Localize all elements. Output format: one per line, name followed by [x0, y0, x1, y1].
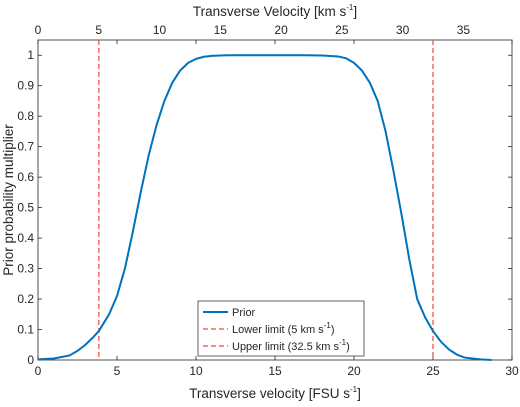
y-tick-label: 0.3: [17, 262, 34, 276]
y-tick-label: 0.7: [17, 140, 34, 154]
y-tick-label: 0.9: [17, 79, 34, 93]
x2-axis-label: Transverse Velocity [km s-1]: [193, 3, 357, 19]
x-axis-top: 0 5 10 15 20 25 30 35: [35, 23, 471, 37]
x-tick-label: 5: [114, 364, 121, 378]
legend-box: [197, 300, 365, 357]
y-tick-label: 0.4: [17, 231, 34, 245]
x-axis-bottom: 0 5 10 15 20 25 30: [35, 40, 519, 378]
x2-tick-label: 10: [153, 23, 167, 37]
legend-label-lower: Lower limit (5 km s-1): [232, 321, 334, 336]
y-tick-label: 0: [27, 353, 34, 367]
y-tick-label: 0.2: [17, 292, 34, 306]
legend-label-prior: Prior: [232, 307, 256, 319]
x-tick-label: 20: [347, 364, 361, 378]
x-tick-label: 15: [268, 364, 282, 378]
series-group: [37, 54, 492, 361]
x-tick-label: 25: [426, 364, 440, 378]
x2-tick-label: 0: [35, 23, 42, 37]
y-axis: 0 0.1 0.2 0.3 0.4 0.5 0.6 0.7 0.8 0.9 1: [17, 48, 512, 367]
x-tick-label: 10: [189, 364, 203, 378]
x2-tick-label: 15: [214, 23, 228, 37]
x2-tick-label: 35: [457, 23, 471, 37]
x2-tick-label: 5: [95, 23, 102, 37]
y-tick-label: 0.5: [17, 201, 34, 215]
x-axis-label: Transverse velocity [FSU s-1]: [189, 385, 361, 401]
legend-label-upper: Upper limit (32.5 km s-1): [232, 338, 350, 353]
x2-tick-label: 20: [274, 23, 288, 37]
y-axis-label: Prior probability multiplier: [1, 124, 16, 276]
y-tick-label: 1: [27, 48, 34, 62]
limit-lines: [98, 40, 434, 360]
y-tick-label: 0.6: [17, 170, 34, 184]
x2-tick-label: 25: [335, 23, 349, 37]
x-tick-label: 0: [35, 364, 42, 378]
y-tick-label: 0.1: [17, 323, 34, 337]
x-tick-label: 30: [505, 364, 519, 378]
x2-tick-label: 30: [396, 23, 410, 37]
y-tick-label: 0.8: [17, 109, 34, 123]
series-line-prior: [37, 54, 492, 361]
legend: Prior Lower limit (5 km s-1) Upper limit…: [197, 300, 365, 357]
